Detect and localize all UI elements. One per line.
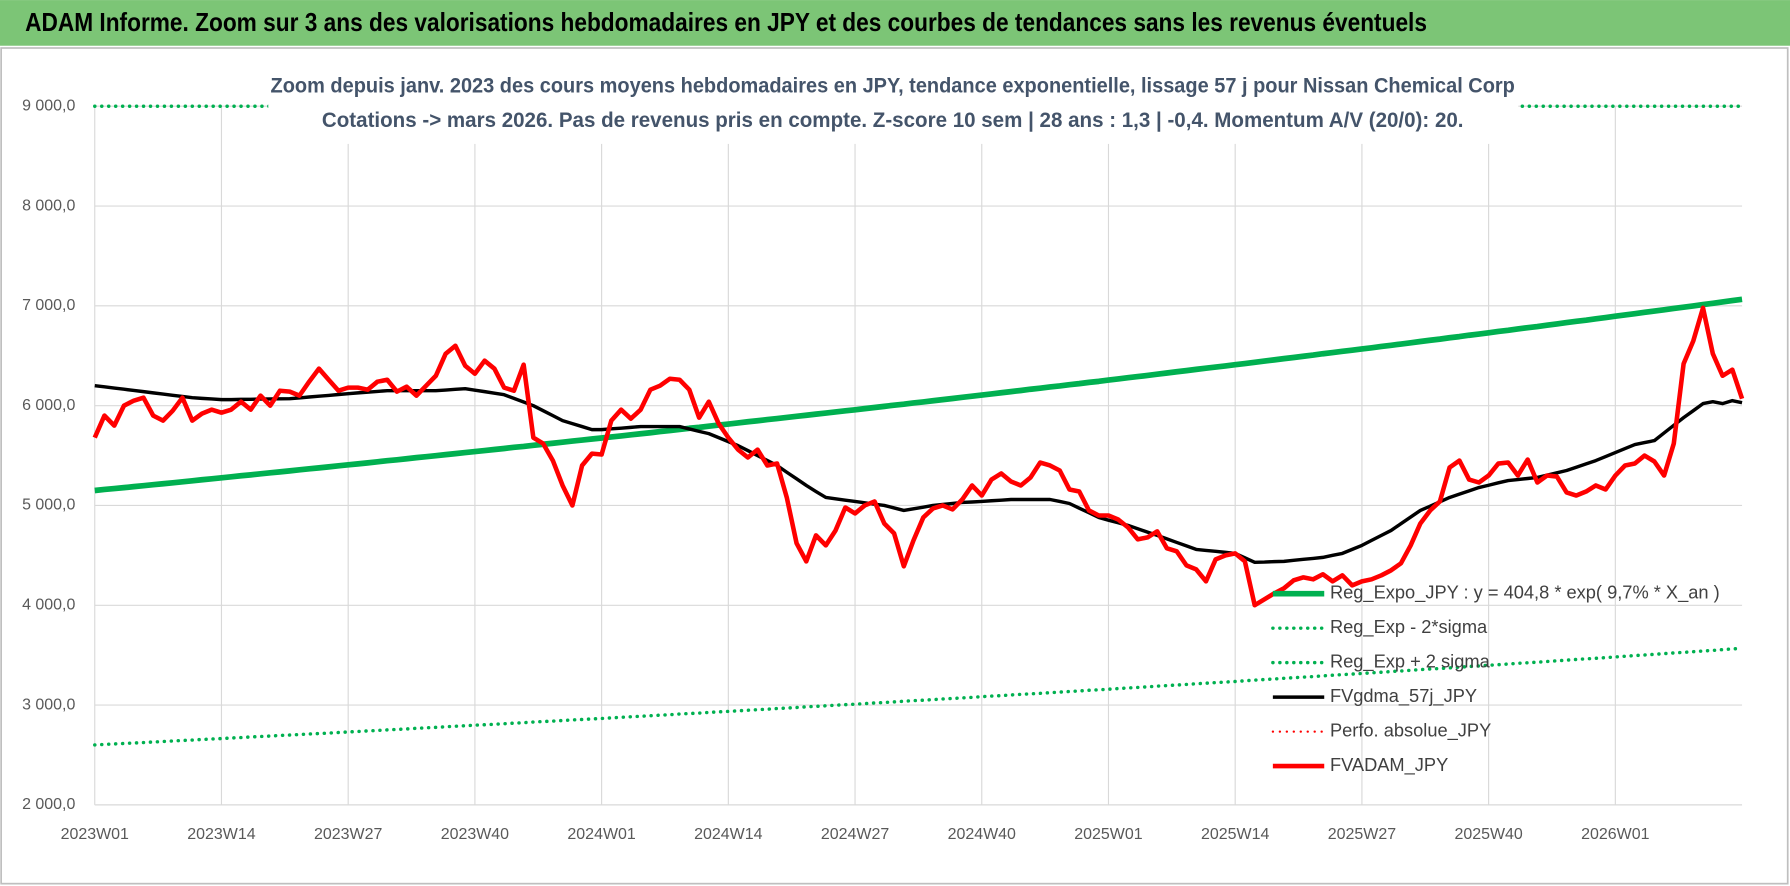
header-bar [0,0,1790,46]
legend-label: Reg_Expo_JPY : y = 404,8 * exp( 9,7% * X… [1330,582,1720,604]
legend-label: Reg_Exp + 2 sigma [1330,650,1491,672]
chart-frame [0,47,1789,885]
legend-label: Reg_Exp - 2*sigma [1330,616,1488,638]
x-tick-label: 2023W01 [61,826,129,843]
x-tick-label: 2023W27 [314,826,382,843]
series-line [94,383,1743,565]
x-tick-label: 2023W40 [441,826,509,843]
title-background [268,66,1519,144]
x-tick-label: 2024W14 [694,826,762,843]
x-tick-label: 2025W40 [1454,826,1522,843]
x-tick-label: 2023W14 [187,826,255,843]
x-tick-label: 2025W27 [1328,826,1396,843]
series-line [94,296,1743,494]
chart-subtitle: Cotations -> mars 2026. Pas de revenus p… [322,107,1464,132]
y-tick-label: 2 000,0 [22,796,75,813]
y-tick-label: 5 000,0 [22,497,75,514]
y-tick-label: 6 000,0 [22,397,75,414]
y-tick-label: 8 000,0 [22,197,75,214]
x-tick-label: 2025W14 [1201,826,1269,843]
x-tick-label: 2026W01 [1581,826,1649,843]
x-tick-label: 2024W01 [567,826,635,843]
series-line [92,305,1745,608]
y-tick-label: 4 000,0 [22,596,75,613]
x-tick-label: 2024W27 [821,826,889,843]
legend-label: FVgdma_57j_JPY [1330,685,1477,707]
y-tick-label: 9 000,0 [22,97,75,114]
x-tick-label: 2024W40 [948,826,1016,843]
y-tick-label: 3 000,0 [22,696,75,713]
header-title: ADAM Informe. Zoom sur 3 ans des valoris… [25,7,1427,37]
x-tick-label: 2025W01 [1074,826,1142,843]
chart-title: Zoom depuis janv. 2023 des cours moyens … [271,73,1515,98]
legend-label: Perfo. absolue_JPY [1330,719,1491,741]
legend-label: FVADAM_JPY [1330,754,1448,776]
y-tick-label: 7 000,0 [22,297,75,314]
